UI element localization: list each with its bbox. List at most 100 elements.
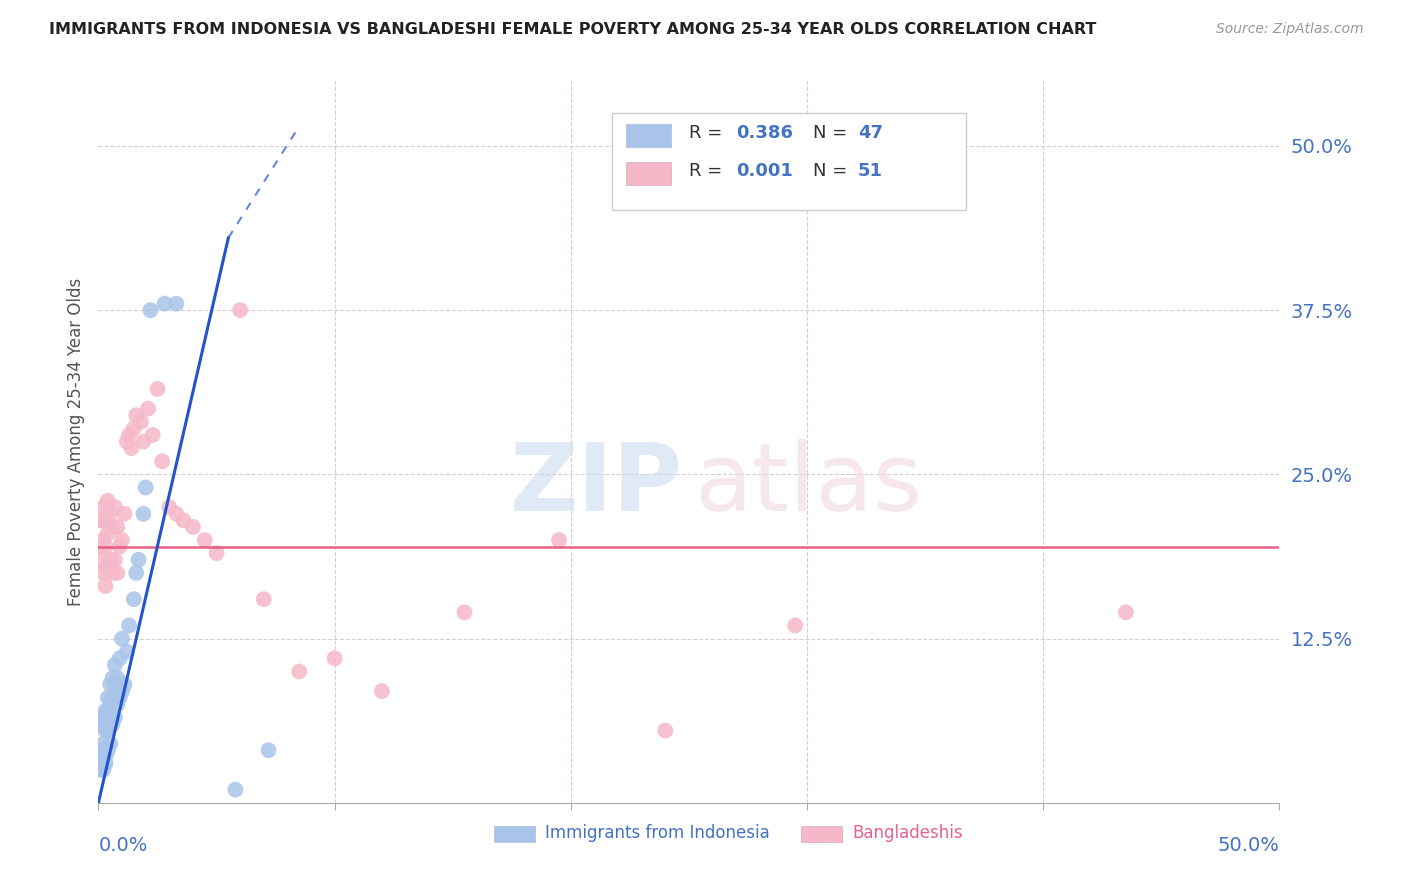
Point [128, 553, 150, 567]
Point [98, 553, 121, 567]
Text: 47: 47 [858, 124, 883, 142]
Point [97, 526, 120, 541]
Point [91, 533, 114, 547]
Point [97, 559, 120, 574]
Text: Source: ZipAtlas.com: Source: ZipAtlas.com [1216, 22, 1364, 37]
Point [654, 723, 676, 738]
Point [91, 763, 114, 777]
Text: R =: R = [689, 161, 728, 179]
Point [257, 743, 280, 757]
Point [94, 717, 117, 731]
Point [94, 540, 117, 554]
Text: 50.0%: 50.0% [1218, 836, 1279, 855]
Point [101, 520, 124, 534]
Point [165, 296, 187, 310]
Point [115, 645, 138, 659]
Point [101, 690, 124, 705]
Point [136, 401, 159, 416]
Point [181, 520, 204, 534]
Bar [494, 826, 536, 842]
Point [97, 723, 120, 738]
Point [104, 677, 127, 691]
Point [90, 749, 112, 764]
Text: R =: R = [689, 124, 728, 142]
Point [121, 441, 143, 455]
Point [91, 710, 114, 724]
Point [125, 566, 148, 580]
Text: Bangladeshis: Bangladeshis [852, 824, 963, 842]
Point [101, 671, 124, 685]
FancyBboxPatch shape [626, 124, 671, 147]
Point [104, 710, 127, 724]
Point [104, 500, 127, 515]
Text: 51: 51 [858, 161, 883, 179]
Point [139, 303, 162, 318]
Point [172, 513, 194, 527]
Point [122, 421, 145, 435]
Point [112, 677, 135, 691]
Point [105, 520, 128, 534]
Point [129, 415, 152, 429]
Point [205, 546, 228, 560]
FancyBboxPatch shape [612, 112, 966, 211]
Point [150, 454, 173, 468]
Point [135, 481, 157, 495]
Point [91, 737, 114, 751]
Point [98, 677, 121, 691]
Point [132, 434, 155, 449]
Point [94, 579, 117, 593]
Point [91, 513, 114, 527]
Point [108, 540, 131, 554]
Text: atlas: atlas [695, 439, 924, 531]
Point [94, 513, 117, 527]
Text: N =: N = [813, 161, 853, 179]
Point [165, 507, 187, 521]
Point [97, 493, 120, 508]
Point [90, 513, 112, 527]
Point [118, 428, 141, 442]
Point [323, 651, 346, 665]
Point [97, 704, 120, 718]
Point [101, 566, 124, 580]
Point [97, 743, 120, 757]
Point [94, 704, 117, 718]
Point [111, 533, 134, 547]
Point [125, 409, 148, 423]
Point [111, 684, 134, 698]
Point [122, 592, 145, 607]
Point [132, 507, 155, 521]
Text: 0.001: 0.001 [737, 161, 793, 179]
Point [104, 553, 127, 567]
Text: ZIP: ZIP [510, 439, 683, 531]
Point [98, 507, 121, 521]
Point [98, 710, 121, 724]
FancyBboxPatch shape [626, 162, 671, 185]
Point [91, 717, 114, 731]
Point [288, 665, 311, 679]
Point [153, 296, 176, 310]
Point [94, 756, 117, 771]
Point [98, 737, 121, 751]
Point [91, 756, 114, 771]
Point [253, 592, 276, 607]
Point [94, 723, 117, 738]
Text: N =: N = [813, 124, 853, 142]
Point [785, 618, 807, 632]
Point [108, 651, 131, 665]
Point [90, 743, 112, 757]
Point [112, 507, 135, 521]
Point [1115, 605, 1137, 619]
Point [453, 605, 475, 619]
Point [104, 657, 127, 672]
Text: 0.386: 0.386 [737, 124, 793, 142]
Point [146, 382, 169, 396]
Point [90, 717, 112, 731]
Text: 0.0%: 0.0% [98, 836, 148, 855]
Point [90, 763, 112, 777]
Point [115, 434, 138, 449]
Point [101, 717, 124, 731]
Point [94, 749, 117, 764]
Text: IMMIGRANTS FROM INDONESIA VS BANGLADESHI FEMALE POVERTY AMONG 25-34 YEAR OLDS CO: IMMIGRANTS FROM INDONESIA VS BANGLADESHI… [49, 22, 1097, 37]
Point [108, 690, 131, 705]
Point [142, 428, 165, 442]
